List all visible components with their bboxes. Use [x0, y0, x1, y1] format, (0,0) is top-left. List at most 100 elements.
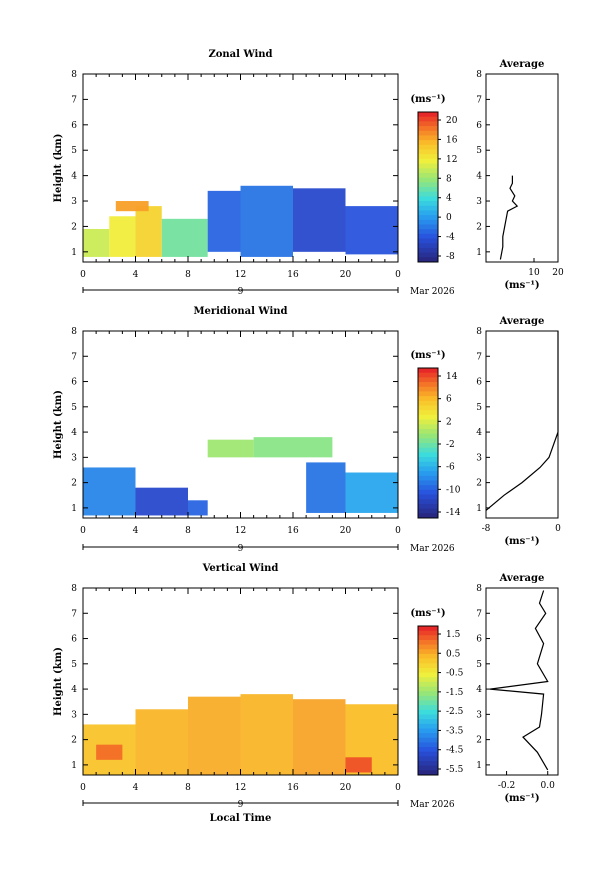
avg-y-tick-label: 7 [476, 95, 482, 105]
avg-y-tick-label: 7 [476, 609, 482, 619]
x-tick-label: 12 [235, 783, 246, 793]
colorbar-swatch [418, 461, 438, 467]
heatmap-cell [135, 709, 188, 775]
avg-y-tick-label: 3 [476, 710, 482, 720]
colorbar-swatch [418, 723, 438, 729]
colorbar-swatch [418, 210, 438, 216]
heatmap-cell [96, 744, 123, 760]
colorbar-frame [417, 367, 439, 519]
colorbar-swatch [418, 494, 438, 500]
colorbar-swatch [418, 466, 438, 472]
colorbar-swatch [418, 457, 438, 463]
heatmap-cell [135, 206, 162, 257]
colorbar-tick-label: -14 [446, 508, 461, 518]
x-tick-label: 20 [340, 783, 352, 793]
colorbar-swatch [418, 695, 438, 701]
x-tick-label: 12 [235, 270, 246, 280]
colorbar-swatch [418, 215, 438, 221]
avg-x-tick-label: 10 [528, 268, 540, 278]
x-tick-label: 0 [395, 526, 401, 536]
colorbar-swatch [418, 149, 438, 155]
colorbar-swatch [418, 229, 438, 235]
y-tick-label: 6 [71, 635, 77, 645]
colorbar-swatch [418, 737, 438, 743]
x-tick-label: 8 [185, 270, 191, 280]
colorbar-swatch [418, 386, 438, 392]
y-tick-label: 4 [71, 428, 77, 438]
colorbar-swatch [418, 224, 438, 230]
heatmap-cell [161, 218, 208, 257]
colorbar-swatch [418, 163, 438, 169]
colorbar-swatch [418, 205, 438, 211]
colorbar-swatch [418, 691, 438, 697]
avg-y-tick-label: 1 [476, 761, 482, 771]
colorbar-frame [417, 625, 439, 776]
colorbar-swatch [418, 243, 438, 249]
colorbar-tick-label: 4 [446, 194, 452, 204]
x-tick-label: 0 [80, 270, 86, 280]
heatmap-cell [253, 437, 333, 458]
y-tick-label: 5 [71, 403, 77, 413]
colorbar-swatch [418, 681, 438, 688]
colorbar-swatch [418, 635, 438, 641]
colorbar-swatch [418, 121, 438, 127]
y-tick-label: 8 [71, 584, 77, 594]
colorbar-swatch [418, 644, 438, 650]
colorbar-swatch [418, 663, 438, 669]
heatmap-cell [345, 206, 398, 255]
y-tick-label: 1 [71, 761, 77, 771]
colorbar-swatch [418, 396, 438, 402]
heatmap-cell [115, 201, 149, 212]
colorbar-swatch [418, 247, 438, 254]
avg-y-tick-label: 8 [476, 584, 482, 594]
y-tick-label: 1 [71, 248, 77, 258]
colorbar-swatch [418, 765, 438, 771]
heatmap-cell [83, 228, 110, 257]
colorbar-swatch [418, 770, 438, 776]
avg-unit-label: (ms⁻¹) [504, 793, 539, 804]
avg-unit-label: (ms⁻¹) [504, 280, 539, 291]
colorbar-tick-label: 1.5 [446, 630, 461, 640]
average-frame [485, 73, 559, 263]
colorbar-unit: (ms⁻¹) [410, 94, 445, 105]
colorbar-swatch [418, 747, 438, 753]
colorbar-swatch [418, 424, 438, 430]
colorbar-swatch [418, 191, 438, 197]
avg-y-tick-label: 8 [476, 70, 482, 80]
colorbar-swatch [418, 140, 438, 146]
heatmap-cell [240, 694, 293, 775]
heatmap-cell [135, 487, 188, 516]
colorbar-swatch [418, 705, 438, 711]
colorbar-swatch [418, 158, 438, 165]
colorbar-swatch [418, 168, 438, 174]
x-tick-label: 8 [185, 783, 191, 793]
colorbar-swatch [418, 452, 438, 458]
colorbar-swatch [418, 187, 438, 193]
colorbar-tick-label: 14 [446, 372, 458, 382]
colorbar-tick-label: -3.5 [446, 726, 464, 736]
avg-x-tick-label: 0.0 [541, 781, 556, 791]
y-tick-label: 7 [71, 609, 77, 619]
avg-y-tick-label: 5 [476, 403, 482, 413]
colorbar-swatch [418, 742, 438, 748]
colorbar-swatch [418, 177, 438, 183]
colorbar-swatch [418, 201, 438, 207]
colorbar-swatch [418, 658, 438, 664]
avg-x-tick-label: 20 [552, 268, 564, 278]
x-axis-label: Local Time [210, 813, 272, 824]
colorbar-tick-label: -4 [446, 233, 455, 243]
heatmap-cell [207, 439, 254, 458]
colorbar-swatch [418, 733, 438, 739]
avg-y-tick-label: 2 [476, 479, 482, 489]
colorbar-tick-label: -2.5 [446, 707, 464, 717]
average-title: Average [499, 59, 545, 70]
heatmap-cell [207, 190, 241, 252]
colorbar-swatch [418, 372, 438, 378]
heatmap-cell [345, 472, 398, 513]
colorbar-unit: (ms⁻¹) [410, 350, 445, 361]
colorbar-swatch [418, 751, 438, 757]
colorbar-frame [417, 111, 439, 263]
avg-y-tick-label: 5 [476, 146, 482, 156]
colorbar-swatch [418, 233, 438, 240]
